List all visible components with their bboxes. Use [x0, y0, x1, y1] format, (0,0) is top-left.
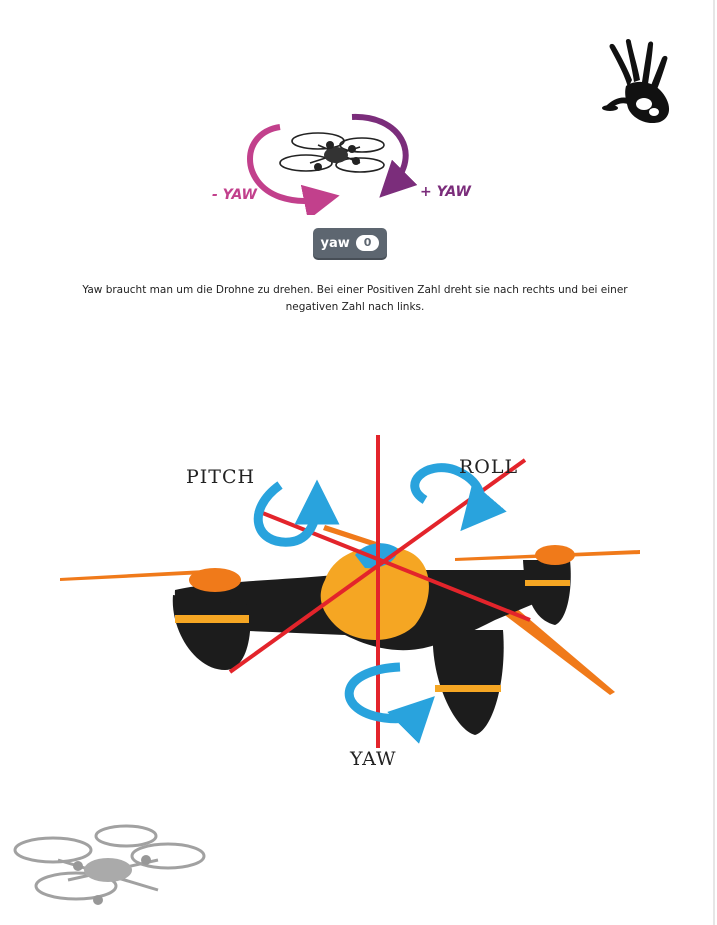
yaw-axis-label: YAW	[350, 748, 397, 770]
yaw-block: yaw 0	[313, 228, 387, 258]
handprint-logo-icon	[602, 39, 670, 124]
yaw-block-value: 0	[355, 235, 380, 251]
yaw-rotation-figure	[247, 113, 418, 215]
drone-axes-figure	[60, 435, 640, 748]
plus-yaw-label: + YAW	[420, 184, 471, 200]
roll-label: ROLL	[459, 456, 519, 478]
yaw-caption: Yaw braucht man um die Drohne zu drehen.…	[82, 284, 628, 313]
yaw-block-name: yaw	[320, 235, 350, 251]
minus-yaw-label: - YAW	[212, 187, 257, 203]
page-edge	[713, 0, 715, 925]
pitch-label: PITCH	[186, 466, 256, 488]
quadcopter-icon	[13, 824, 206, 905]
